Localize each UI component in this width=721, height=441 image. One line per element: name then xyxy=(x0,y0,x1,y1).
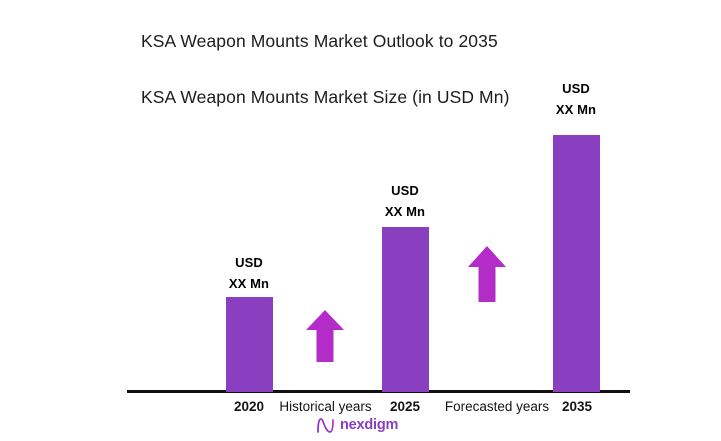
x-axis-line xyxy=(127,390,630,393)
bar-value-label-2035: USD XX Mn xyxy=(521,78,631,120)
bar-2020 xyxy=(226,297,273,392)
axis-label-2035: 2035 xyxy=(561,399,593,414)
bar-value-label-2020: USD XX Mn xyxy=(194,252,304,294)
axis-label-historical-years: Historical years xyxy=(279,399,372,414)
bar-2035 xyxy=(553,135,600,392)
page-title: KSA Weapon Mounts Market Outlook to 2035 xyxy=(141,31,498,51)
chart-subtitle: KSA Weapon Mounts Market Size (in USD Mn… xyxy=(141,87,510,107)
bar-value-label-line1: USD xyxy=(391,183,419,198)
brand-logo: nexdigm xyxy=(316,417,398,434)
axis-label-2020: 2020 xyxy=(233,399,265,414)
bar-value-label-line2: XX Mn xyxy=(228,276,270,291)
growth-up-arrow-icon xyxy=(306,310,344,362)
bar-value-label-line2: XX Mn xyxy=(384,204,426,219)
bar-value-label-line1: USD xyxy=(562,81,590,96)
bar-value-label-2025: USD XX Mn xyxy=(350,180,460,222)
wave-n-icon xyxy=(316,417,335,434)
bar-value-label-line1: USD xyxy=(235,255,263,270)
axis-label-forecasted-years: Forecasted years xyxy=(444,399,550,414)
bar-2025 xyxy=(382,227,429,392)
bar-value-label-line2: XX Mn xyxy=(555,102,597,117)
brand-wordmark: nexdigm xyxy=(340,417,399,434)
axis-label-2025: 2025 xyxy=(389,399,421,414)
growth-up-arrow-icon xyxy=(468,246,506,302)
